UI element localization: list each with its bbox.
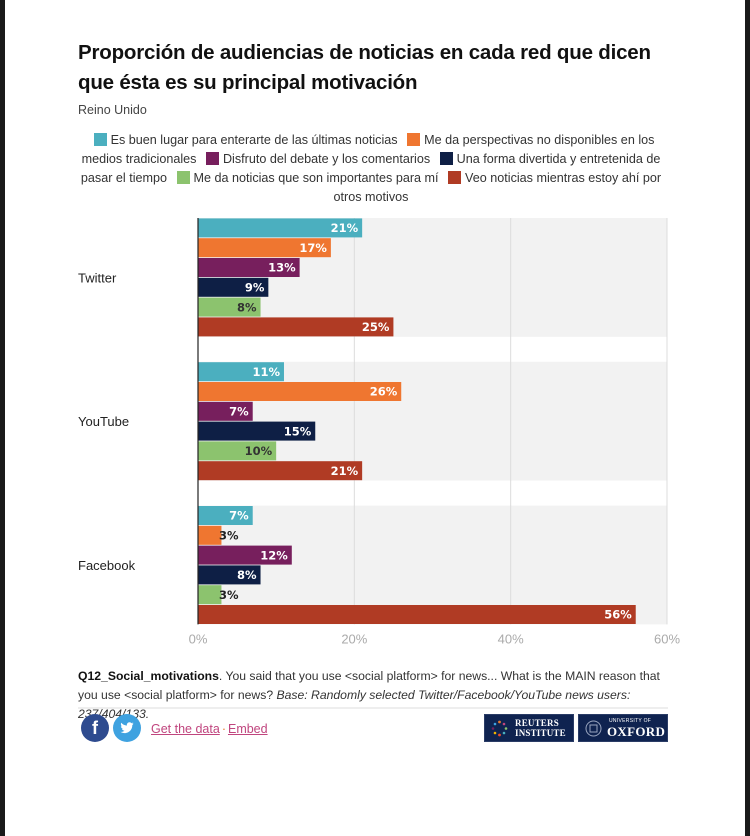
footer-divider xyxy=(78,707,668,709)
legend-label: Me da noticias que son importantes para … xyxy=(193,171,439,185)
bar-value-label: 11% xyxy=(252,365,280,379)
legend-item[interactable]: Disfruto del debate y los comentarios xyxy=(200,152,430,166)
group-background xyxy=(198,361,667,481)
chart-title: Proporción de audiencias de noticias en … xyxy=(78,41,651,94)
reuters-logo-text: REUTERS INSTITUTE xyxy=(515,718,566,738)
bar-value-label: 26% xyxy=(370,385,398,399)
x-tick-label: 40% xyxy=(498,631,524,646)
embed-link[interactable]: Embed xyxy=(227,722,268,736)
reuters-institute-logo[interactable]: REUTERS INSTITUTE xyxy=(484,714,574,742)
category-label: YouTube xyxy=(78,414,129,429)
legend-swatch xyxy=(176,171,190,184)
bar xyxy=(198,362,284,382)
bar xyxy=(198,317,394,337)
legend-swatch xyxy=(93,133,107,146)
category-label: Facebook xyxy=(78,558,136,573)
x-tick-label: 60% xyxy=(654,631,680,646)
footer-links: Get the data · Embed xyxy=(151,722,268,736)
oxford-university-logo[interactable]: UNIVERSITY OF OXFORD xyxy=(578,714,668,742)
bar-value-label: 3% xyxy=(219,529,239,543)
bar-value-label: 3% xyxy=(219,588,239,602)
legend-label: Disfruto del debate y los comentarios xyxy=(222,152,431,166)
twitter-bird-icon xyxy=(120,722,134,734)
x-tick-label: 0% xyxy=(189,631,208,646)
bar-value-label: 8% xyxy=(237,568,257,582)
bar-value-label: 21% xyxy=(331,221,359,235)
bar xyxy=(198,421,316,441)
bar xyxy=(198,441,277,461)
group-background xyxy=(198,505,667,625)
legend-item[interactable]: Es buen lugar para enterarte de las últi… xyxy=(88,133,398,147)
reuters-dots-icon xyxy=(491,720,508,737)
legend-swatch xyxy=(439,152,453,165)
bar xyxy=(198,297,261,317)
x-tick-label: 20% xyxy=(341,631,367,646)
oxford-big-text: OXFORD xyxy=(607,724,666,739)
legend-item[interactable]: Veo noticias mientras estoy ahí por otro… xyxy=(333,171,662,204)
legend-label: Una forma divertida y entretenida de pas… xyxy=(80,152,661,185)
get-the-data-link[interactable]: Get the data xyxy=(151,722,220,736)
legend-label: Es buen lugar para enterarte de las últi… xyxy=(110,133,398,147)
facebook-share-icon[interactable]: f xyxy=(81,714,109,742)
bar-value-label: 21% xyxy=(331,464,359,478)
bar-value-label: 7% xyxy=(229,405,249,419)
bar xyxy=(198,506,253,525)
legend-swatch xyxy=(407,133,421,146)
bar xyxy=(198,585,222,605)
bar-value-label: 25% xyxy=(362,320,390,334)
bar xyxy=(198,461,363,481)
legend-label: Me da perspectivas no disponibles en los… xyxy=(81,133,655,166)
category-label: Twitter xyxy=(78,270,117,285)
bar-value-label: 56% xyxy=(604,608,632,622)
legend-swatch xyxy=(448,171,462,184)
question-code: Q12_Social_motivations xyxy=(78,669,219,683)
bar-value-label: 15% xyxy=(284,424,312,438)
bar-value-label: 8% xyxy=(237,300,257,314)
bar-chart: Twitter 21% 17%13%9% 8% 25% YouTube 11% 26% 7% 15… xyxy=(78,218,680,646)
bar xyxy=(198,258,300,277)
bar-value-label: 7% xyxy=(229,509,249,523)
legend-item[interactable]: Una forma divertida y entretenida de pas… xyxy=(81,152,660,185)
group-background xyxy=(198,218,667,337)
legend-item[interactable]: Me da perspectivas no disponibles en los… xyxy=(81,133,655,166)
chart-subtitle: Reino Unido xyxy=(78,103,147,117)
legend-swatch xyxy=(205,152,219,165)
twitter-share-icon[interactable] xyxy=(113,714,141,742)
bar-value-label: 10% xyxy=(245,444,273,458)
bar xyxy=(198,401,253,421)
oxford-small-text: UNIVERSITY OF xyxy=(609,718,652,724)
bar-value-label: 9% xyxy=(245,281,265,295)
bar xyxy=(198,277,269,297)
bar xyxy=(198,545,292,565)
link-separator: · xyxy=(221,722,226,736)
bar xyxy=(198,238,331,258)
oxford-crest-icon xyxy=(585,720,602,737)
bar xyxy=(198,525,222,545)
chart-note: Q12_Social_motivations. You said that yo… xyxy=(78,667,672,724)
bar-value-label: 12% xyxy=(260,548,288,562)
bar xyxy=(198,382,402,401)
bar xyxy=(198,605,636,624)
bar-value-label: 13% xyxy=(268,261,296,275)
legend-item[interactable]: Me da noticias que son importantes para … xyxy=(171,171,439,185)
legend-label: Veo noticias mientras estoy ahí por otro… xyxy=(333,171,662,204)
bar xyxy=(198,218,363,238)
legend: Es buen lugar para enterarte de las últi… xyxy=(75,131,667,207)
question-text: . You said that you use <social platform… xyxy=(78,669,660,702)
bar-value-label: 17% xyxy=(299,241,327,255)
bar xyxy=(198,565,261,585)
